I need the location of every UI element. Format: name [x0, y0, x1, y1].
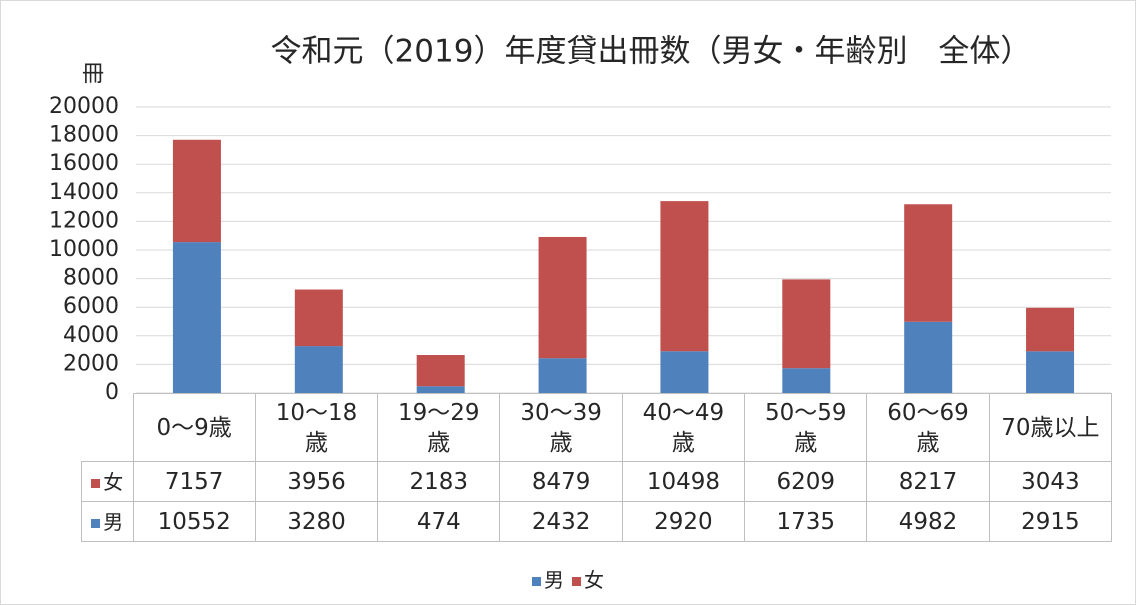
- table-value: 1735: [744, 501, 868, 542]
- bar-segment: [782, 279, 831, 369]
- bar-segment: [416, 355, 465, 387]
- legend-item: 女: [572, 568, 604, 592]
- y-axis-label: 冊: [82, 62, 104, 87]
- bar-segment: [172, 139, 221, 243]
- bar-segment: [904, 321, 953, 393]
- table-value: 474: [377, 501, 501, 542]
- row-header: 女: [81, 461, 134, 502]
- bar-segment: [660, 201, 709, 352]
- bar-segment: [416, 386, 465, 393]
- y-tick-label: 20000: [49, 94, 119, 119]
- x-tick-label: 19～29歳: [377, 393, 501, 462]
- table-value: 7157: [132, 461, 256, 502]
- table-value: 10552: [132, 501, 256, 542]
- bar-segment: [538, 236, 587, 359]
- row-label: 男: [103, 509, 124, 534]
- legend: 男女: [1, 564, 1135, 593]
- table-value: 2915: [988, 501, 1113, 542]
- x-tick-label: 70歳以上: [988, 393, 1113, 462]
- bar-segment: [294, 346, 343, 393]
- y-tick-label: 10000: [49, 237, 119, 262]
- table-value: 8217: [866, 461, 990, 502]
- table-value: 10498: [621, 461, 746, 502]
- legend-item: 男: [532, 568, 564, 592]
- y-tick-label: 18000: [49, 123, 119, 148]
- bar-segment: [782, 368, 831, 393]
- x-tick-label: 0～9歳: [132, 393, 256, 462]
- bar-segment: [294, 289, 343, 347]
- x-tick-label: 60～69歳: [866, 393, 990, 462]
- y-tick-label: 8000: [63, 266, 119, 291]
- x-tick-label: 40～49歳: [621, 393, 746, 462]
- table-corner: [81, 393, 134, 462]
- y-tick-label: 12000: [49, 208, 119, 233]
- table-value: 6209: [744, 461, 868, 502]
- table-value: 2432: [499, 501, 623, 542]
- bar-segment: [660, 351, 709, 393]
- x-tick-label: 30～39歳: [499, 393, 623, 462]
- bar-segment: [1026, 351, 1075, 393]
- y-tick-label: 6000: [63, 294, 119, 319]
- y-tick-label: 14000: [49, 180, 119, 205]
- y-tick-label: 4000: [63, 323, 119, 348]
- table-value: 2183: [377, 461, 501, 502]
- table-value: 3956: [254, 461, 379, 502]
- table-row: 男 10552 3280 474 2432 2920 1735 4982 2915: [81, 501, 1113, 542]
- row-header: 男: [81, 501, 134, 542]
- legend-label: 女: [584, 568, 604, 592]
- legend-swatch: [91, 518, 101, 528]
- bar-segment: [172, 242, 221, 393]
- table-header-row: 0～9歳 10～18歳 19～29歳 30～39歳 40～49歳 50～59歳 60～69歳…: [81, 393, 1113, 462]
- legend-swatch: [572, 577, 581, 586]
- y-tick-label: 2000: [63, 351, 119, 376]
- y-tick-label: 16000: [49, 151, 119, 176]
- table-value: 4982: [866, 501, 990, 542]
- bar-segment: [904, 204, 953, 322]
- legend-swatch: [91, 478, 101, 488]
- bar-segment: [1026, 307, 1075, 352]
- table-value: 8479: [499, 461, 623, 502]
- table-value: 3280: [254, 501, 379, 542]
- legend-label: 男: [544, 568, 564, 592]
- row-label: 女: [103, 469, 124, 494]
- x-tick-label: 50～59歳: [744, 393, 868, 462]
- legend-swatch: [532, 577, 541, 586]
- chart-title: 令和元（2019）年度貸出冊数（男女・年齢別 全体）: [271, 34, 1032, 70]
- table-value: 3043: [988, 461, 1113, 502]
- table-row: 女 7157 3956 2183 8479 10498 6209 8217 3043: [81, 461, 1113, 502]
- bar-segment: [538, 358, 587, 393]
- x-tick-label: 10～18歳: [254, 393, 379, 462]
- table-value: 2920: [621, 501, 746, 542]
- data-table: 0～9歳 10～18歳 19～29歳 30～39歳 40～49歳 50～59歳 60～69歳…: [81, 393, 1113, 542]
